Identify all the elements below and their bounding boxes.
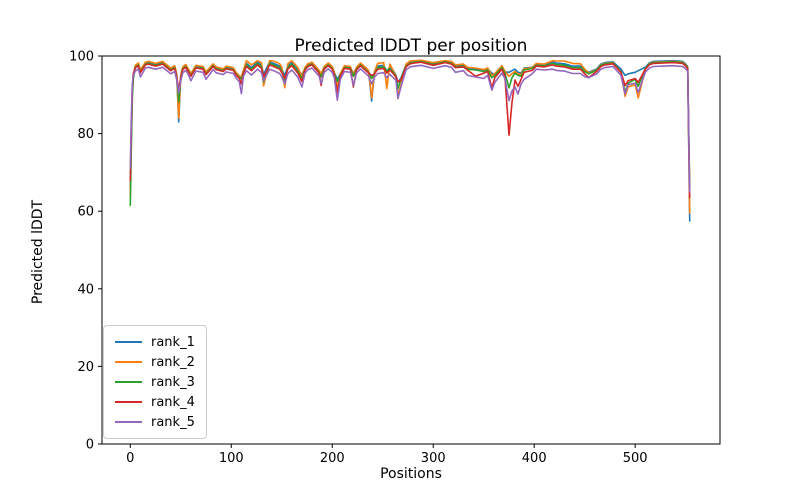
legend-label-rank-4: rank_4 (151, 394, 195, 410)
legend-entry-rank-1: rank_1 (115, 332, 195, 352)
axes-frame (101, 55, 721, 445)
legend: rank_1 rank_2 rank_3 rank_4 rank_5 (103, 325, 207, 439)
series-line-rank_4 (129, 61, 691, 199)
legend-label-rank-3: rank_3 (151, 374, 195, 390)
y-tick-label: 60 (77, 205, 94, 220)
legend-entry-rank-2: rank_2 (115, 352, 195, 372)
legend-label-rank-1: rank_1 (151, 334, 195, 350)
y-axis-label: Predicted lDDT (30, 199, 46, 305)
legend-label-rank-2: rank_2 (151, 354, 195, 370)
y-tick-label: 0 (86, 438, 94, 453)
legend-line-swatch-rank-3 (115, 381, 142, 383)
legend-line-swatch-rank-2 (115, 361, 142, 363)
legend-entry-rank-4: rank_4 (115, 392, 195, 412)
series-line-rank_5 (129, 64, 691, 193)
series-line-rank_2 (129, 59, 691, 214)
legend-line-swatch-rank-4 (115, 401, 142, 403)
x-tick-label: 300 (421, 451, 446, 466)
x-tick-label: 0 (126, 451, 134, 466)
x-tick-label: 200 (320, 451, 345, 466)
x-tick-label: 400 (522, 451, 547, 466)
legend-line-swatch-rank-5 (115, 421, 142, 423)
legend-entry-rank-3: rank_3 (115, 372, 195, 392)
series-line-rank_1 (129, 59, 691, 222)
x-tick-label: 100 (219, 451, 244, 466)
chart-title: Predicted lDDT per position (294, 36, 528, 56)
legend-entry-rank-5: rank_5 (115, 412, 195, 432)
legend-label-rank-5: rank_5 (151, 414, 195, 430)
series-line-rank_3 (129, 60, 691, 207)
x-axis-label: Positions (380, 466, 442, 482)
y-tick-label: 20 (77, 360, 94, 375)
legend-line-swatch-rank-1 (115, 341, 142, 343)
x-tick-label: 500 (623, 451, 648, 466)
y-tick-label: 40 (77, 282, 94, 297)
y-tick-label: 80 (77, 127, 94, 142)
y-tick-label: 100 (69, 50, 94, 65)
